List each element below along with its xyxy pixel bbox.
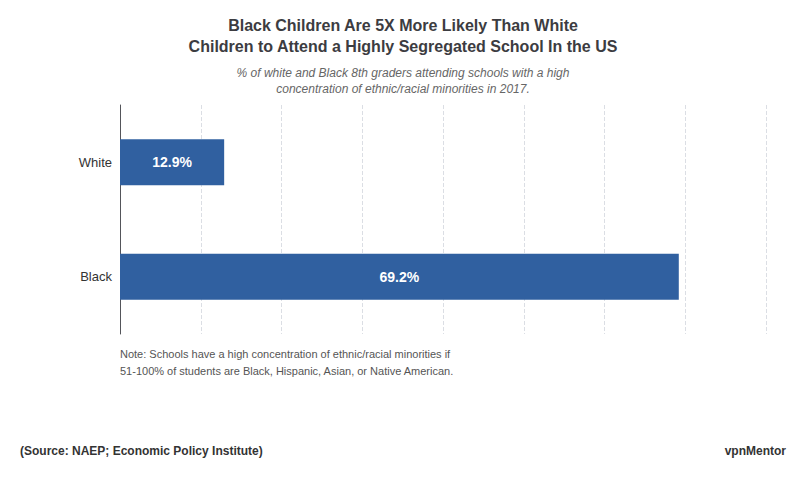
svg-text:vpnMentor: vpnMentor xyxy=(725,444,787,458)
svg-text:Children to Attend a Highly Se: Children to Attend a Highly Segregated S… xyxy=(189,38,618,55)
svg-text:concentration of ethnic/racial: concentration of ethnic/racial minoritie… xyxy=(276,82,529,96)
svg-text:51-100% of students are Black,: 51-100% of students are Black, Hispanic,… xyxy=(120,365,453,377)
svg-text:(Source: NAEP; Economic Policy: (Source: NAEP; Economic Policy Institute… xyxy=(20,444,263,458)
svg-text:69.2%: 69.2% xyxy=(380,269,420,285)
svg-text:Black: Black xyxy=(80,269,112,284)
svg-text:% of white and Black 8th grade: % of white and Black 8th graders attendi… xyxy=(237,66,570,80)
svg-text:12.9%: 12.9% xyxy=(152,154,192,170)
svg-text:Black Children Are 5X More Lik: Black Children Are 5X More Likely Than W… xyxy=(228,17,578,34)
svg-text:Note: Schools have a high conc: Note: Schools have a high concentration … xyxy=(120,348,451,360)
svg-text:White: White xyxy=(79,155,112,170)
